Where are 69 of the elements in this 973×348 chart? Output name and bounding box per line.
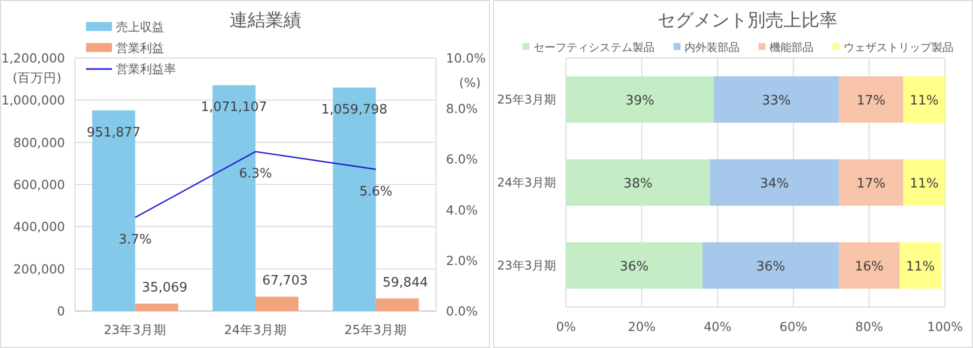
- bar: [702, 242, 839, 289]
- y2-axis-title: (%): [459, 75, 481, 90]
- bar: [135, 304, 178, 311]
- bar: [376, 298, 419, 311]
- x-tick-label: 23年3月期: [104, 322, 167, 337]
- legend-label: 営業利益率: [116, 62, 176, 76]
- y-tick-label: 0: [57, 304, 66, 318]
- x-tick-label: 80%: [855, 319, 884, 334]
- legend-label: 機能部品: [770, 41, 814, 54]
- data-label: 35,069: [142, 280, 188, 296]
- bar: [256, 296, 298, 311]
- bar: [838, 76, 904, 123]
- legend-label: 営業利益: [116, 41, 164, 55]
- bar: [903, 159, 945, 206]
- data-label: 39%: [625, 94, 654, 108]
- y2-tick-label: 2.0%: [446, 252, 478, 268]
- bar: [903, 76, 945, 123]
- data-label: 5.6%: [359, 184, 392, 200]
- chart-title: セグメント別売上比率: [658, 10, 838, 31]
- bar: [566, 159, 710, 206]
- bar: [714, 76, 839, 123]
- y-tick-label: 200,000: [13, 261, 66, 276]
- data-label: 17%: [856, 176, 886, 192]
- data-label: 34%: [760, 176, 789, 192]
- x-tick-label: 40%: [704, 319, 732, 334]
- bar: [566, 242, 702, 289]
- data-label: 67,703: [262, 274, 308, 289]
- data-label: 11%: [906, 260, 935, 274]
- bar: [900, 242, 942, 289]
- y-tick-label: 24年3月期: [497, 176, 556, 190]
- x-tick-label: 0%: [556, 319, 576, 334]
- y-tick-label: 800,000: [13, 134, 66, 150]
- bar: [566, 76, 714, 123]
- bar: [838, 242, 900, 289]
- data-label: 38%: [624, 176, 652, 192]
- x-tick-label: 20%: [628, 319, 656, 334]
- data-label: 11%: [910, 94, 939, 108]
- x-tick-label: 25年3月期: [344, 322, 408, 337]
- y-tick-label: 600,000: [13, 177, 66, 192]
- x-tick-label: 100%: [927, 319, 963, 334]
- legend-label: ウェザストリップ製品: [844, 41, 954, 54]
- y2-tick-label: 8.0%: [446, 101, 478, 116]
- data-label: 16%: [854, 260, 884, 274]
- y-tick-label: 25年3月期: [497, 92, 556, 106]
- data-label: 33%: [762, 94, 791, 108]
- y-tick-label: 400,000: [13, 219, 66, 234]
- y-axis-title: (百万円): [12, 70, 62, 85]
- data-label: 36%: [620, 260, 649, 274]
- y2-tick-label: 0.0%: [446, 304, 478, 318]
- y2-tick-label: 4.0%: [446, 202, 478, 218]
- y-tick-label: 1,000,000: [1, 92, 66, 108]
- data-label: 59,844: [382, 275, 428, 290]
- data-label: 3.7%: [118, 232, 152, 248]
- legend-label: 内外装部品: [684, 41, 740, 54]
- y-tick-label: 23年3月期: [497, 258, 556, 272]
- y-tick-label: 1,200,000: [1, 50, 66, 66]
- data-label: 11%: [910, 176, 939, 192]
- legend-label: 売上収益: [116, 20, 164, 34]
- data-label: 36%: [756, 260, 786, 274]
- data-label: 17%: [856, 94, 886, 108]
- y2-tick-label: 6.0%: [446, 152, 478, 167]
- chart-title: 連結業績: [230, 10, 302, 31]
- data-label: 6.3%: [238, 166, 272, 182]
- y2-tick-label: 10.0%: [446, 50, 486, 66]
- x-tick-label: 60%: [780, 319, 808, 334]
- x-tick-label: 24年3月期: [224, 322, 287, 337]
- bar: [710, 159, 839, 206]
- bar: [838, 159, 904, 206]
- legend-label: セーフティシステム製品: [534, 41, 654, 54]
